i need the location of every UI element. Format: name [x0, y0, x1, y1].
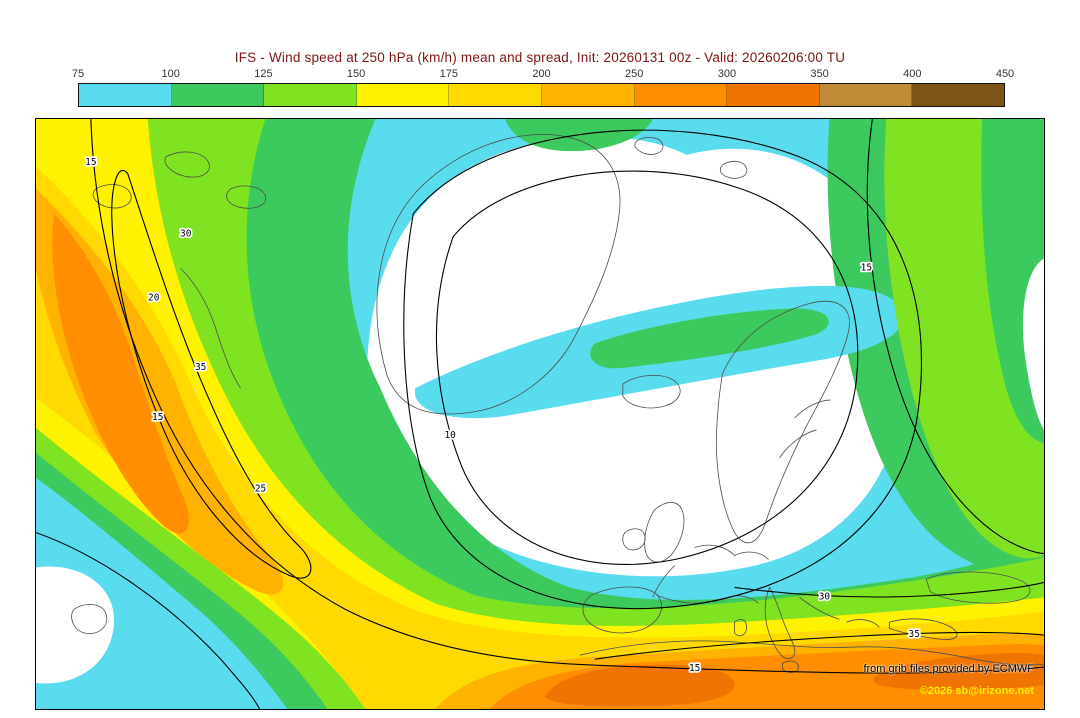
wind-map-svg: 15 30 20 35 15 25 10 15 15 35 30 — [36, 119, 1044, 709]
colorbar-ticks: 75 100 125 150 175 200 250 300 350 400 4… — [72, 68, 1014, 83]
colorbar-tick: 300 — [717, 68, 737, 80]
coastline-nw-europe — [652, 544, 769, 598]
contour-line — [435, 170, 859, 565]
wind-band-175-mainjet — [36, 166, 1044, 709]
spread-contours — [36, 119, 1044, 709]
colorbar-bar — [78, 83, 1005, 107]
credit-copyright: ©2026 sb@irizone.net — [919, 685, 1034, 697]
credit-source: from grib files provided by ECMWF — [863, 663, 1034, 675]
colorbar-segment — [449, 84, 542, 106]
coastline-black-sea — [925, 571, 1031, 604]
colorbar-segment — [912, 84, 1004, 106]
coastline-scandinavia — [715, 300, 850, 544]
contour-line — [90, 119, 1044, 674]
spread-contour-labels: 15 30 20 35 15 25 10 15 15 35 30 — [83, 155, 921, 676]
colorbar-segment — [541, 84, 635, 106]
wind-band-250-leftjet — [52, 213, 189, 534]
contour-line — [403, 129, 922, 610]
page-title: IFS - Wind speed at 250 hPa (km/h) mean … — [234, 50, 846, 65]
wind-band-300-core-east — [873, 652, 1044, 690]
calm-region-southwest — [36, 566, 114, 684]
colorbar-tick: 200 — [532, 68, 551, 80]
colorbar-segment — [171, 84, 265, 106]
contour-line — [111, 170, 312, 579]
contour-line — [734, 581, 1044, 598]
coastline-greenland — [376, 134, 621, 415]
contour-label: 15 — [861, 262, 872, 273]
colorbar-tick: 350 — [810, 68, 829, 80]
coastline-ireland — [622, 528, 646, 551]
contour-label: 25 — [255, 484, 266, 495]
colorbar-segment — [356, 84, 450, 106]
wind-band-300-core-west — [544, 664, 735, 707]
colorbar-tick: 250 — [625, 68, 644, 80]
contour-label: 30 — [819, 591, 831, 602]
coastline-italy — [764, 586, 796, 660]
coastline-uk — [644, 502, 685, 563]
colorbar-segment — [634, 84, 728, 106]
coastline-iceland — [622, 375, 681, 409]
colorbar-tick: 150 — [346, 68, 366, 80]
colorbar-segment — [819, 84, 913, 106]
coastline-labrador — [180, 268, 241, 389]
colorbar-tick: 75 — [71, 68, 85, 80]
coastline-iberia — [582, 586, 662, 634]
contour-line — [866, 119, 1044, 555]
wind-map: 15 30 20 35 15 25 10 15 15 35 30 from gr… — [35, 118, 1045, 710]
coastline-greece-turkey — [846, 618, 958, 640]
contour-label: 30 — [180, 229, 192, 240]
colorbar-tick: 100 — [161, 68, 180, 80]
colorbar-tick: 175 — [439, 68, 458, 80]
colorbar-tick: 125 — [254, 68, 273, 80]
coastline-canadian-arctic — [92, 151, 266, 209]
colorbar: 75 100 125 150 175 200 250 300 350 400 4… — [72, 68, 1014, 107]
contour-label: 15 — [689, 663, 700, 674]
contour-line — [36, 532, 261, 709]
coastline-north-africa — [579, 640, 1044, 666]
colorbar-segment — [264, 84, 357, 106]
wind-band-100-iceland-norway — [590, 308, 829, 369]
contour-label: 35 — [909, 629, 920, 640]
coastline-baltic — [779, 399, 831, 459]
contour-label: 35 — [195, 362, 206, 373]
colorbar-tick: 400 — [903, 68, 922, 80]
contour-label: 15 — [152, 412, 163, 423]
coastlines — [71, 134, 1044, 673]
coastline-svalbard — [634, 137, 748, 179]
wind-band-125-rightjet — [884, 119, 1044, 559]
contour-line — [594, 631, 1044, 660]
contour-label: 20 — [148, 292, 160, 303]
coastline-azores-island — [71, 604, 108, 634]
colorbar-segment — [79, 84, 172, 106]
calm-region-right-edge — [1022, 258, 1044, 430]
colorbar-tick: 450 — [995, 68, 1015, 80]
colorbar-segment — [727, 84, 820, 106]
contour-label: 15 — [85, 157, 96, 168]
contour-label: 10 — [444, 430, 456, 441]
